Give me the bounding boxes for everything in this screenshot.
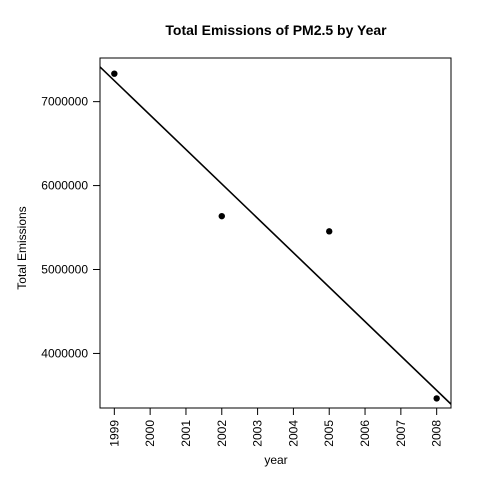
x-axis: 1999 2000 2001 2002 2003 2004 2005 2006 2007 2008: [107, 408, 444, 447]
x-tick-label: 2002: [215, 420, 229, 447]
regression-line-group: [100, 66, 451, 405]
y-tick-label: 4000000: [41, 346, 88, 360]
y-axis: 4000000 5000000 6000000 7000000: [41, 95, 100, 360]
x-tick-label: 2005: [322, 420, 336, 447]
y-tick-label: 7000000: [41, 95, 88, 109]
x-tick-label: 2003: [251, 420, 265, 447]
x-tick-label: 2001: [179, 420, 193, 447]
data-point: [433, 395, 440, 402]
data-points: [111, 70, 440, 402]
x-tick-label: 2004: [286, 420, 300, 447]
y-axis-label: Total Emissions: [15, 206, 29, 289]
data-point: [111, 70, 118, 77]
data-point: [326, 228, 333, 235]
plot-frame: [99, 57, 452, 409]
x-tick-label: 2007: [394, 420, 408, 447]
x-tick-label: 2008: [430, 420, 444, 447]
y-tick-label: 5000000: [41, 263, 88, 277]
x-tick-label: 2000: [143, 420, 157, 447]
data-point: [218, 212, 225, 220]
y-tick-label: 6000000: [41, 179, 88, 193]
chart-title: Total Emissions of PM2.5 by Year: [165, 22, 387, 38]
x-tick-label: 2006: [358, 420, 372, 447]
x-axis-label: year: [264, 453, 287, 467]
x-tick-label: 1999: [107, 420, 121, 447]
regression-line: [100, 66, 451, 405]
